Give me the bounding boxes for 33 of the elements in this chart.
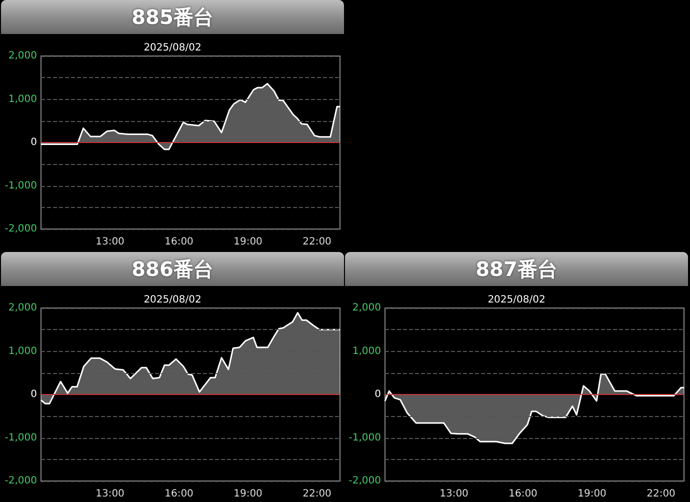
- chart-subtitle: 2025/08/02: [144, 294, 202, 306]
- x-tick-label: 22:00: [302, 236, 332, 248]
- y-tick-label: 1,000: [8, 94, 37, 105]
- y-tick-label: 2,000: [8, 302, 37, 314]
- y-tick-label: 1,000: [8, 346, 37, 357]
- chart-title: 885番台: [1, 0, 344, 34]
- x-tick-label: 16:00: [164, 488, 194, 500]
- x-tick-label: 13:00: [96, 236, 124, 248]
- chart-title: 886番台: [1, 252, 344, 286]
- y-tick-label: -2,000: [4, 224, 37, 234]
- y-tick-label: 2,000: [8, 50, 37, 62]
- chart-subtitle: 2025/08/02: [488, 294, 546, 306]
- y-tick-label: 2,000: [352, 302, 381, 314]
- y-tick-label: -1,000: [4, 432, 37, 444]
- x-tick-label: 22:00: [646, 488, 676, 500]
- x-tick-label: 19:00: [234, 236, 262, 248]
- x-tick-label: 16:00: [164, 236, 194, 248]
- x-tick-label: 19:00: [234, 488, 262, 500]
- chart-subtitle: 2025/08/02: [144, 42, 202, 54]
- y-tick-label: -1,000: [4, 180, 37, 192]
- y-tick-label: 0: [30, 137, 37, 148]
- y-tick-label: 0: [374, 389, 381, 400]
- x-tick-label: 16:00: [508, 488, 538, 500]
- x-tick-label: 22:00: [302, 488, 332, 500]
- y-tick-label: -2,000: [348, 476, 381, 486]
- x-tick-label: 13:00: [96, 488, 124, 500]
- y-tick-label: 1,000: [352, 346, 381, 357]
- y-tick-label: 0: [30, 389, 37, 400]
- x-tick-label: 19:00: [578, 488, 606, 500]
- y-tick-label: -2,000: [4, 476, 37, 486]
- y-tick-label: -1,000: [348, 432, 381, 444]
- x-tick-label: 13:00: [440, 488, 468, 500]
- chart-title: 887番台: [345, 252, 688, 286]
